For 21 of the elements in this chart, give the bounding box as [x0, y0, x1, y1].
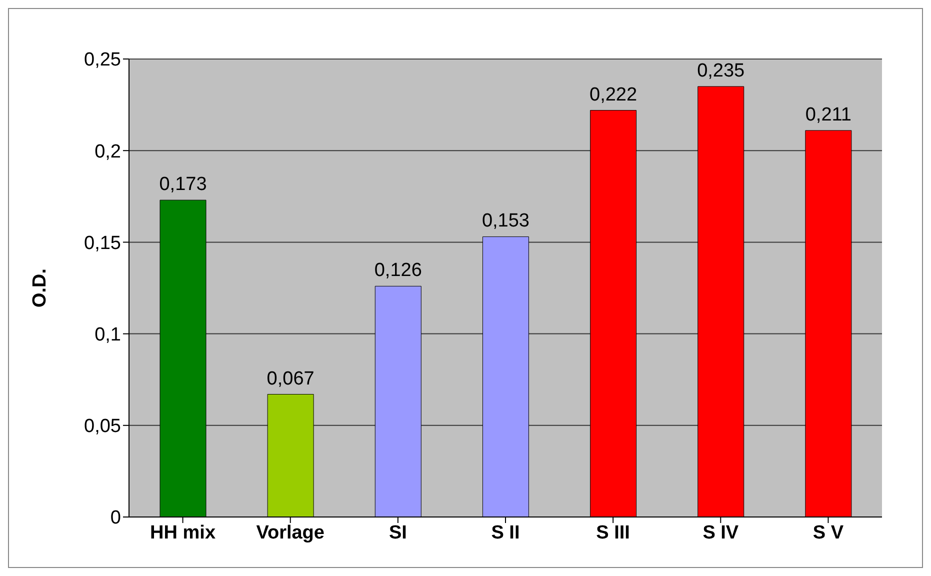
- y-tick-label: 0,1: [94, 324, 121, 346]
- data-label: 0,126: [374, 260, 422, 282]
- x-tick-label: S III: [596, 522, 630, 544]
- data-label: 0,067: [266, 368, 314, 390]
- x-tick-label: S IV: [702, 522, 739, 544]
- x-tick-label: S II: [491, 522, 520, 544]
- data-label: 0,173: [159, 174, 207, 196]
- y-tick-label: 0: [110, 508, 121, 529]
- data-label: 0,235: [697, 60, 745, 82]
- data-label: 0,222: [590, 84, 638, 106]
- data-label: 0,153: [482, 210, 530, 232]
- x-tick-label: Vorlage: [256, 522, 324, 544]
- y-tick-label: 0,15: [84, 232, 121, 254]
- y-tick-label: 0,25: [84, 50, 121, 71]
- y-tick-label: 0,2: [94, 141, 121, 162]
- x-tick-label: S V: [812, 522, 844, 544]
- x-tick-label: HH mix: [150, 522, 216, 544]
- y-axis-title: O.D.: [30, 268, 51, 308]
- y-tick-label: 0,05: [84, 416, 121, 438]
- x-tick-label: SI: [388, 522, 407, 544]
- data-label: 0,211: [805, 104, 852, 126]
